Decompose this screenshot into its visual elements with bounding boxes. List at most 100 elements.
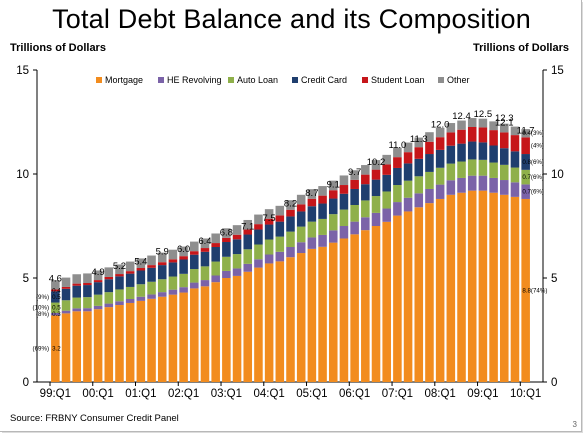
bar-segment-student-loan [371, 169, 381, 180]
total-label: 8.7 [305, 188, 318, 199]
bar-segment-credit-card [232, 239, 242, 255]
bar-segment-he-revolving [435, 184, 445, 199]
bar-segment-he-revolving [393, 202, 402, 216]
bar-segment-student-loan [93, 280, 103, 283]
legend-label: HE Revolving [167, 75, 222, 85]
legend-swatch-credit-card [292, 77, 298, 83]
bar-segment-other [93, 270, 103, 281]
bar-segment-he-revolving [318, 234, 327, 247]
bar-segment-mortgage [61, 313, 71, 382]
bar-segment-mortgage [296, 253, 306, 382]
bar-segment-other [457, 120, 466, 130]
bar-segment-he-revolving [403, 197, 413, 212]
bar-segment-mortgage [510, 196, 520, 382]
bar-segment-auto-loan [243, 249, 253, 264]
bar-segment-student-loan [339, 185, 349, 194]
bar-segment-auto-loan [264, 239, 274, 255]
bar-segment-he-revolving [307, 237, 317, 249]
bar-segment-credit-card [478, 142, 488, 160]
bar-segment-other [307, 189, 317, 199]
bar-segment-auto-loan [200, 266, 210, 281]
bar-segment-he-revolving [489, 177, 498, 193]
x-tick-label: 00:Q1 [82, 388, 113, 400]
total-label: 11.0 [388, 140, 406, 151]
bar-segment-other [510, 126, 520, 136]
bar-segment-credit-card [328, 198, 338, 215]
bar-segment-student-loan [168, 259, 178, 263]
bar-segment-other [489, 121, 498, 131]
total-label: 5.4 [134, 257, 147, 268]
segment-value-label-first: 0.5 [52, 294, 61, 301]
bar-segment-other [339, 175, 349, 186]
bar-segment-he-revolving [382, 208, 391, 222]
bar-segment-student-loan [72, 283, 81, 286]
bar-segment-other [147, 255, 156, 266]
bar-segment-he-revolving [371, 212, 381, 226]
bar-segment-other [296, 194, 306, 205]
bar-segment-mortgage [286, 257, 295, 382]
segment-value-label-first: 0.4 [52, 287, 61, 294]
bar-segment-auto-loan [435, 167, 445, 185]
total-label: 9.7 [348, 167, 361, 178]
y-tick-label-right: 0 [551, 377, 557, 389]
bar-segment-other [414, 137, 424, 148]
bar-segment-other [275, 205, 285, 216]
bar-segment-mortgage [83, 311, 92, 382]
bar-segment-auto-loan [393, 185, 402, 203]
bar-segment-other [393, 147, 402, 158]
bar-segment-credit-card [296, 211, 306, 227]
bar-segment-credit-card [350, 188, 359, 205]
bar-segment-credit-card [211, 247, 220, 262]
bar-segment-auto-loan [414, 176, 424, 194]
bar-segment-mortgage [51, 315, 60, 382]
bar-segment-he-revolving [254, 259, 263, 268]
bar-segment-credit-card [521, 154, 530, 170]
bar-segment-other [371, 160, 381, 170]
legend-label: Credit Card [301, 75, 347, 85]
bar-segment-he-revolving [157, 292, 167, 297]
bar-segment-he-revolving [104, 303, 114, 308]
bar-segment-other [72, 274, 81, 284]
bar-segment-he-revolving [61, 310, 71, 314]
bar-segment-credit-card [435, 149, 445, 168]
bar-segment-auto-loan [157, 279, 167, 293]
bar-segment-he-revolving [72, 308, 81, 312]
total-label: 11.3 [410, 134, 428, 145]
bar-segment-mortgage [371, 226, 381, 382]
legend-label: Mortgage [105, 75, 143, 85]
bar-segment-credit-card [157, 265, 167, 280]
bar-segment-he-revolving [147, 294, 156, 299]
x-tick-label: 06:Q1 [339, 388, 370, 400]
bar-segment-other [264, 209, 274, 219]
total-label: 4.6 [49, 273, 62, 284]
total-label: 10.2 [367, 157, 386, 168]
bar-segment-auto-loan [403, 180, 413, 198]
bar-segment-he-revolving [200, 280, 210, 287]
bar-segment-student-loan [414, 147, 424, 159]
bar-segment-other [318, 186, 327, 196]
bar-segment-student-loan [467, 126, 477, 142]
bar-segment-mortgage [307, 248, 317, 382]
bar-segment-auto-loan [371, 196, 381, 213]
x-tick-label: 07:Q1 [382, 388, 413, 400]
bar-segment-student-loan [382, 164, 391, 175]
bar-segment-credit-card [446, 145, 456, 164]
bar-segment-mortgage [457, 192, 466, 382]
bar-segment-mortgage [467, 190, 477, 382]
bar-segment-other [83, 273, 92, 283]
bar-segment-student-loan [61, 286, 71, 289]
bar-segment-mortgage [350, 234, 359, 382]
total-label: 11.7 [517, 126, 535, 137]
bar-segment-he-revolving [425, 188, 434, 204]
y-tick-label-left: 5 [23, 273, 29, 285]
bar-segment-auto-loan [179, 273, 188, 288]
segment-percent-label-last: (74%) [531, 287, 548, 294]
total-label: 12.5 [474, 109, 493, 120]
x-tick-label: 03:Q1 [211, 388, 242, 400]
bar-segment-other [125, 261, 135, 272]
y-axis-label-right: Trillions of Dollars [473, 42, 569, 54]
bar-segment-other [222, 228, 231, 238]
legend-label: Other [447, 75, 470, 85]
bar-segment-credit-card [457, 143, 466, 162]
total-label: 12.4 [452, 111, 471, 122]
